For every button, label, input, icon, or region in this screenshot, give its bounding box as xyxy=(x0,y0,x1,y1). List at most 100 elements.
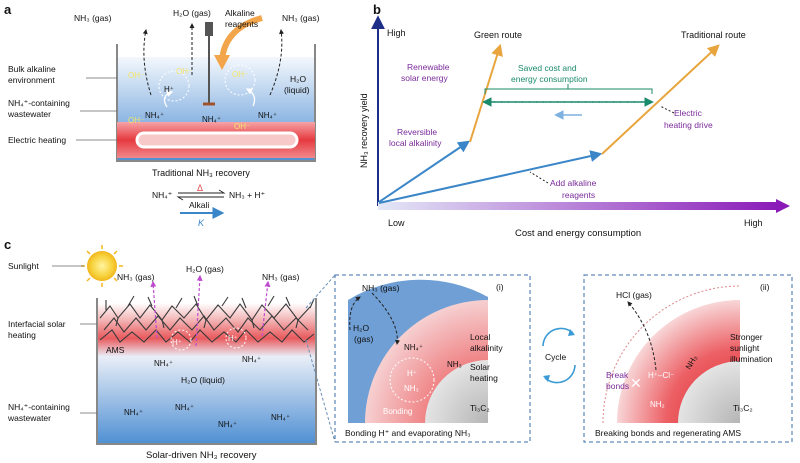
c-label-h2o-liquid: H₂O (liquid) xyxy=(181,375,225,385)
eq-k: K xyxy=(198,218,205,228)
oh-ion-2: OH⁻ xyxy=(176,67,192,76)
ii-hcl-pair: H⁺–Cl⁻ xyxy=(648,371,674,380)
subpanel-i-ti3c2 xyxy=(425,360,488,423)
i-label-ti3c2: Ti₃C₂ xyxy=(470,403,490,413)
nh4-ion-a2: NH₄⁺ xyxy=(202,115,221,124)
c-reaction-circle-left xyxy=(170,329,192,351)
ii-nh2: NH₂ xyxy=(650,400,665,409)
oh-ion-3: OH⁻ xyxy=(232,70,248,79)
ams-network xyxy=(99,295,315,343)
subpanel-ii-outline xyxy=(602,285,741,424)
caption-c: Solar-driven NH₃ recovery xyxy=(146,450,257,461)
traditional-route-orange-segment xyxy=(601,44,720,155)
panel-b: b High Low High Cost and energy consumpt… xyxy=(359,2,790,239)
c-label-nh4-1: NH₄⁺-containing xyxy=(8,402,70,412)
label-alkaline-1: Alkaline xyxy=(225,8,255,18)
sun-icon xyxy=(81,245,123,287)
i-nh3-surface: NH₃ xyxy=(447,360,462,369)
subpanel-ii-ti3c2 xyxy=(678,361,740,423)
oh-ion-1: OH⁻ xyxy=(128,71,144,80)
label-electric-2: heating drive xyxy=(664,120,713,130)
i-nh3-bound: NH₃ xyxy=(404,384,419,393)
reagent-arrow xyxy=(219,15,263,61)
nh4-ion-a3: NH₄⁺ xyxy=(258,111,277,120)
label-add-2: reagents xyxy=(562,190,595,200)
label-bulk-1: Bulk alkaline xyxy=(8,64,56,74)
label-traditional-route: Traditional route xyxy=(681,30,746,40)
label-reversible-1: Reversible xyxy=(397,127,437,137)
panel-a: a NH₃ (gas) H₂O (gas) Alkaline reagents … xyxy=(4,2,320,228)
i-label-solar-2: heating xyxy=(470,373,498,383)
saved-bracket xyxy=(484,84,653,94)
h-ion-a: H⁺ xyxy=(164,85,174,94)
ii-hcl-arrow xyxy=(627,301,657,371)
eq-forward-arrow xyxy=(178,189,226,194)
ii-label-hcl: HCl (gas) xyxy=(616,290,652,300)
label-nh3-gas-left: NH₃ (gas) xyxy=(74,13,112,23)
x-axis-bar xyxy=(378,202,778,210)
electrode-head xyxy=(205,22,213,36)
x-high: High xyxy=(744,218,763,228)
label-saved-1: Saved cost and xyxy=(518,63,577,73)
nh4-ion-a1: NH₄⁺ xyxy=(145,111,164,120)
label-h2o-liquid-1: H₂O xyxy=(290,74,306,84)
nh3-gas-arrow-right xyxy=(269,29,285,96)
traditional-route-blue-segment xyxy=(378,150,603,204)
label-renewable-1: Renewable xyxy=(407,62,450,72)
bonding-circle xyxy=(389,357,435,403)
break-x-icon: ✕ xyxy=(630,375,642,391)
label-cycle: Cycle xyxy=(545,352,567,362)
i-label-h2o-1: H₂O xyxy=(353,323,369,333)
panel-a-letter: a xyxy=(4,2,12,17)
ii-label-stronger-1: Stronger xyxy=(730,332,763,342)
ii-label-stronger-3: illumination xyxy=(730,354,773,364)
ii-caption: Breaking bonds and regenerating AMS xyxy=(595,428,741,438)
ii-tag: (ii) xyxy=(760,282,770,292)
panel-c: c Sunlight NH₃ (gas) xyxy=(4,237,793,461)
c-nh3-gas-arrow-left xyxy=(150,280,158,339)
c-reaction-circle-right xyxy=(225,327,247,349)
c-label-ams: AMS xyxy=(106,345,125,355)
c-nh4-ion-5: NH₄⁺ xyxy=(218,420,237,429)
eq-right: NH₃ + H⁺ xyxy=(229,190,265,200)
label-add-1: Add alkaline xyxy=(550,178,597,188)
c-label-nh4-2: wastewater xyxy=(7,413,51,423)
i-nh3-arrow xyxy=(371,292,401,345)
oh-ion-4: OH⁻ xyxy=(128,116,144,125)
reaction-circle-left xyxy=(158,70,190,102)
tank-c-wall xyxy=(96,298,317,445)
label-electric-heating: Electric heating xyxy=(8,135,66,145)
c-nh4-ion-6: NH₄⁺ xyxy=(271,413,290,422)
caption-a: Traditional NH₃ recovery xyxy=(152,168,250,178)
subpanel-i-frame xyxy=(334,274,531,443)
i-tag: (i) xyxy=(496,282,504,292)
ii-label-ti3c2: Ti₃C₂ xyxy=(733,403,753,413)
c-h-ion-right: H⁺ xyxy=(228,334,238,343)
i-h: H⁺ xyxy=(407,369,417,378)
reagent-arrowhead xyxy=(214,55,230,70)
heating-coil xyxy=(135,131,299,149)
i-nh4: NH₄⁺ xyxy=(404,343,423,352)
c-nh4-ion-2: NH₄⁺ xyxy=(242,355,261,364)
x-axis-title: Cost and energy consumption xyxy=(515,228,641,239)
c-h-ion-left: H⁺ xyxy=(172,338,182,347)
c-label-h2o-gas: H₂O (gas) xyxy=(186,264,224,274)
i-h2o-arrow xyxy=(349,296,361,331)
x-low: Low xyxy=(388,218,405,228)
c-label-interfacial-2: heating xyxy=(8,330,36,340)
proton-arrow-left xyxy=(163,90,174,108)
label-nh3-gas-right: NH₃ (gas) xyxy=(282,13,320,23)
i-caption: Bonding H⁺ and evaporating NH₃ xyxy=(345,428,471,438)
i-label-local-2: alkalinity xyxy=(470,343,503,353)
tank-c-liquid xyxy=(97,303,316,444)
tank-a-wall xyxy=(116,44,316,162)
eq-delta: Δ xyxy=(197,183,203,193)
leader-electric xyxy=(659,105,675,114)
label-h2o-gas: H₂O (gas) xyxy=(173,8,211,18)
label-sunlight: Sunlight xyxy=(8,261,39,271)
i-label-nh3-gas: NH₃ (gas) xyxy=(362,283,400,293)
y-axis-title: NH₃ recovery yield xyxy=(359,93,369,168)
i-label-solar-1: Solar xyxy=(470,362,490,372)
y-high: High xyxy=(387,28,406,38)
